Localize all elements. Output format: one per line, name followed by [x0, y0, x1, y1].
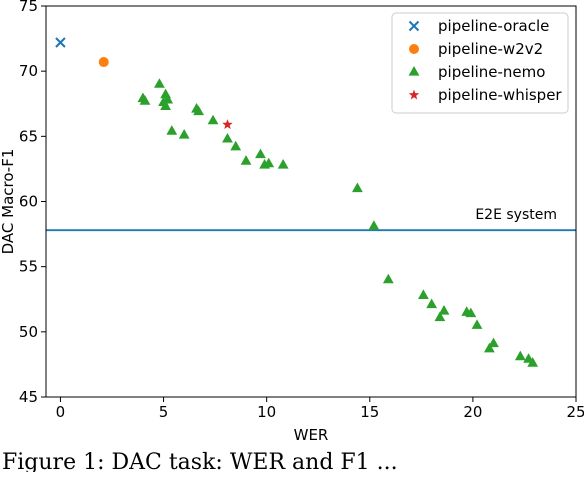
- legend-box: [391, 12, 569, 114]
- data-point-pipeline-whisper: [222, 119, 233, 130]
- data-point-pipeline-nemo: [230, 140, 242, 151]
- data-layer: [55, 37, 539, 367]
- x-tick-label: 15: [360, 403, 379, 421]
- data-point-pipeline-nemo: [417, 289, 429, 299]
- data-point-pipeline-nemo: [263, 157, 275, 168]
- x-ticks: 0 5 10 15 20 25: [56, 397, 584, 421]
- data-point-pipeline-nemo: [178, 129, 190, 139]
- data-point-pipeline-nemo: [255, 148, 266, 159]
- x-tick-label: 5: [159, 403, 169, 421]
- data-point-pipeline-nemo: [382, 273, 394, 284]
- x-tick-label: 20: [463, 403, 482, 421]
- x-tick-label: 10: [257, 403, 276, 421]
- y-tick-label: 70: [19, 62, 38, 80]
- data-point-pipeline-nemo: [193, 105, 205, 116]
- legend-label: pipeline-nemo: [438, 63, 545, 81]
- data-point-pipeline-nemo: [488, 337, 499, 348]
- x-tick-label: 0: [56, 403, 66, 421]
- data-point-pipeline-nemo: [166, 125, 178, 135]
- data-point-pipeline-nemo: [277, 159, 289, 169]
- legend-marker-pipeline-nemo: [408, 66, 420, 76]
- legend: pipeline-oracle pipeline-w2v2 pipeline-nem…: [391, 12, 569, 114]
- data-point-pipeline-nemo: [222, 132, 233, 143]
- legend-label: pipeline-oracle: [438, 17, 549, 35]
- y-ticks: 45 50 55 60 65 70 75: [19, 0, 46, 406]
- figure-caption: Figure 1: DAC task: WER and F1 ...: [2, 450, 398, 472]
- data-point-pipeline-nemo: [514, 350, 526, 361]
- data-point-pipeline-nemo: [527, 357, 539, 367]
- x-tick-label: 25: [566, 403, 584, 421]
- data-point-pipeline-nemo: [154, 78, 165, 88]
- data-point-pipeline-w2v2: [98, 57, 109, 68]
- data-point-pipeline-nemo: [162, 93, 174, 104]
- data-point-pipeline-nemo: [471, 319, 483, 329]
- data-point-pipeline-nemo: [207, 114, 219, 125]
- data-point-pipeline-nemo: [352, 182, 363, 193]
- data-point-pipeline-nemo: [434, 311, 446, 322]
- data-point-pipeline-nemo: [368, 220, 380, 230]
- y-tick-label: 45: [19, 388, 38, 406]
- legend-marker-pipeline-w2v2: [409, 44, 419, 54]
- y-tick-label: 50: [19, 323, 38, 341]
- y-tick-label: 60: [19, 193, 38, 211]
- legend-marker-pipeline-oracle: [408, 20, 420, 32]
- y-tick-label: 75: [19, 0, 38, 15]
- data-point-pipeline-nemo: [160, 100, 172, 110]
- data-point-pipeline-oracle: [55, 37, 66, 48]
- x-axis-label: WER: [294, 426, 329, 444]
- data-point-pipeline-nemo: [139, 95, 151, 105]
- data-point-pipeline-nemo: [483, 342, 495, 353]
- data-point-pipeline-nemo: [240, 155, 252, 165]
- data-point-pipeline-nemo: [438, 304, 450, 315]
- legend-label: pipeline-w2v2: [438, 40, 543, 58]
- legend-marker-pipeline-whisper: [408, 89, 420, 100]
- y-tick-label: 55: [19, 258, 38, 276]
- y-axis-label: DAC Macro-F1: [0, 149, 17, 255]
- y-tick-label: 65: [19, 127, 38, 145]
- data-point-pipeline-nemo: [465, 307, 477, 318]
- legend-label: pipeline-whisper: [438, 86, 562, 104]
- reference-line-label: E2E system: [475, 207, 557, 223]
- data-point-pipeline-nemo: [426, 298, 438, 309]
